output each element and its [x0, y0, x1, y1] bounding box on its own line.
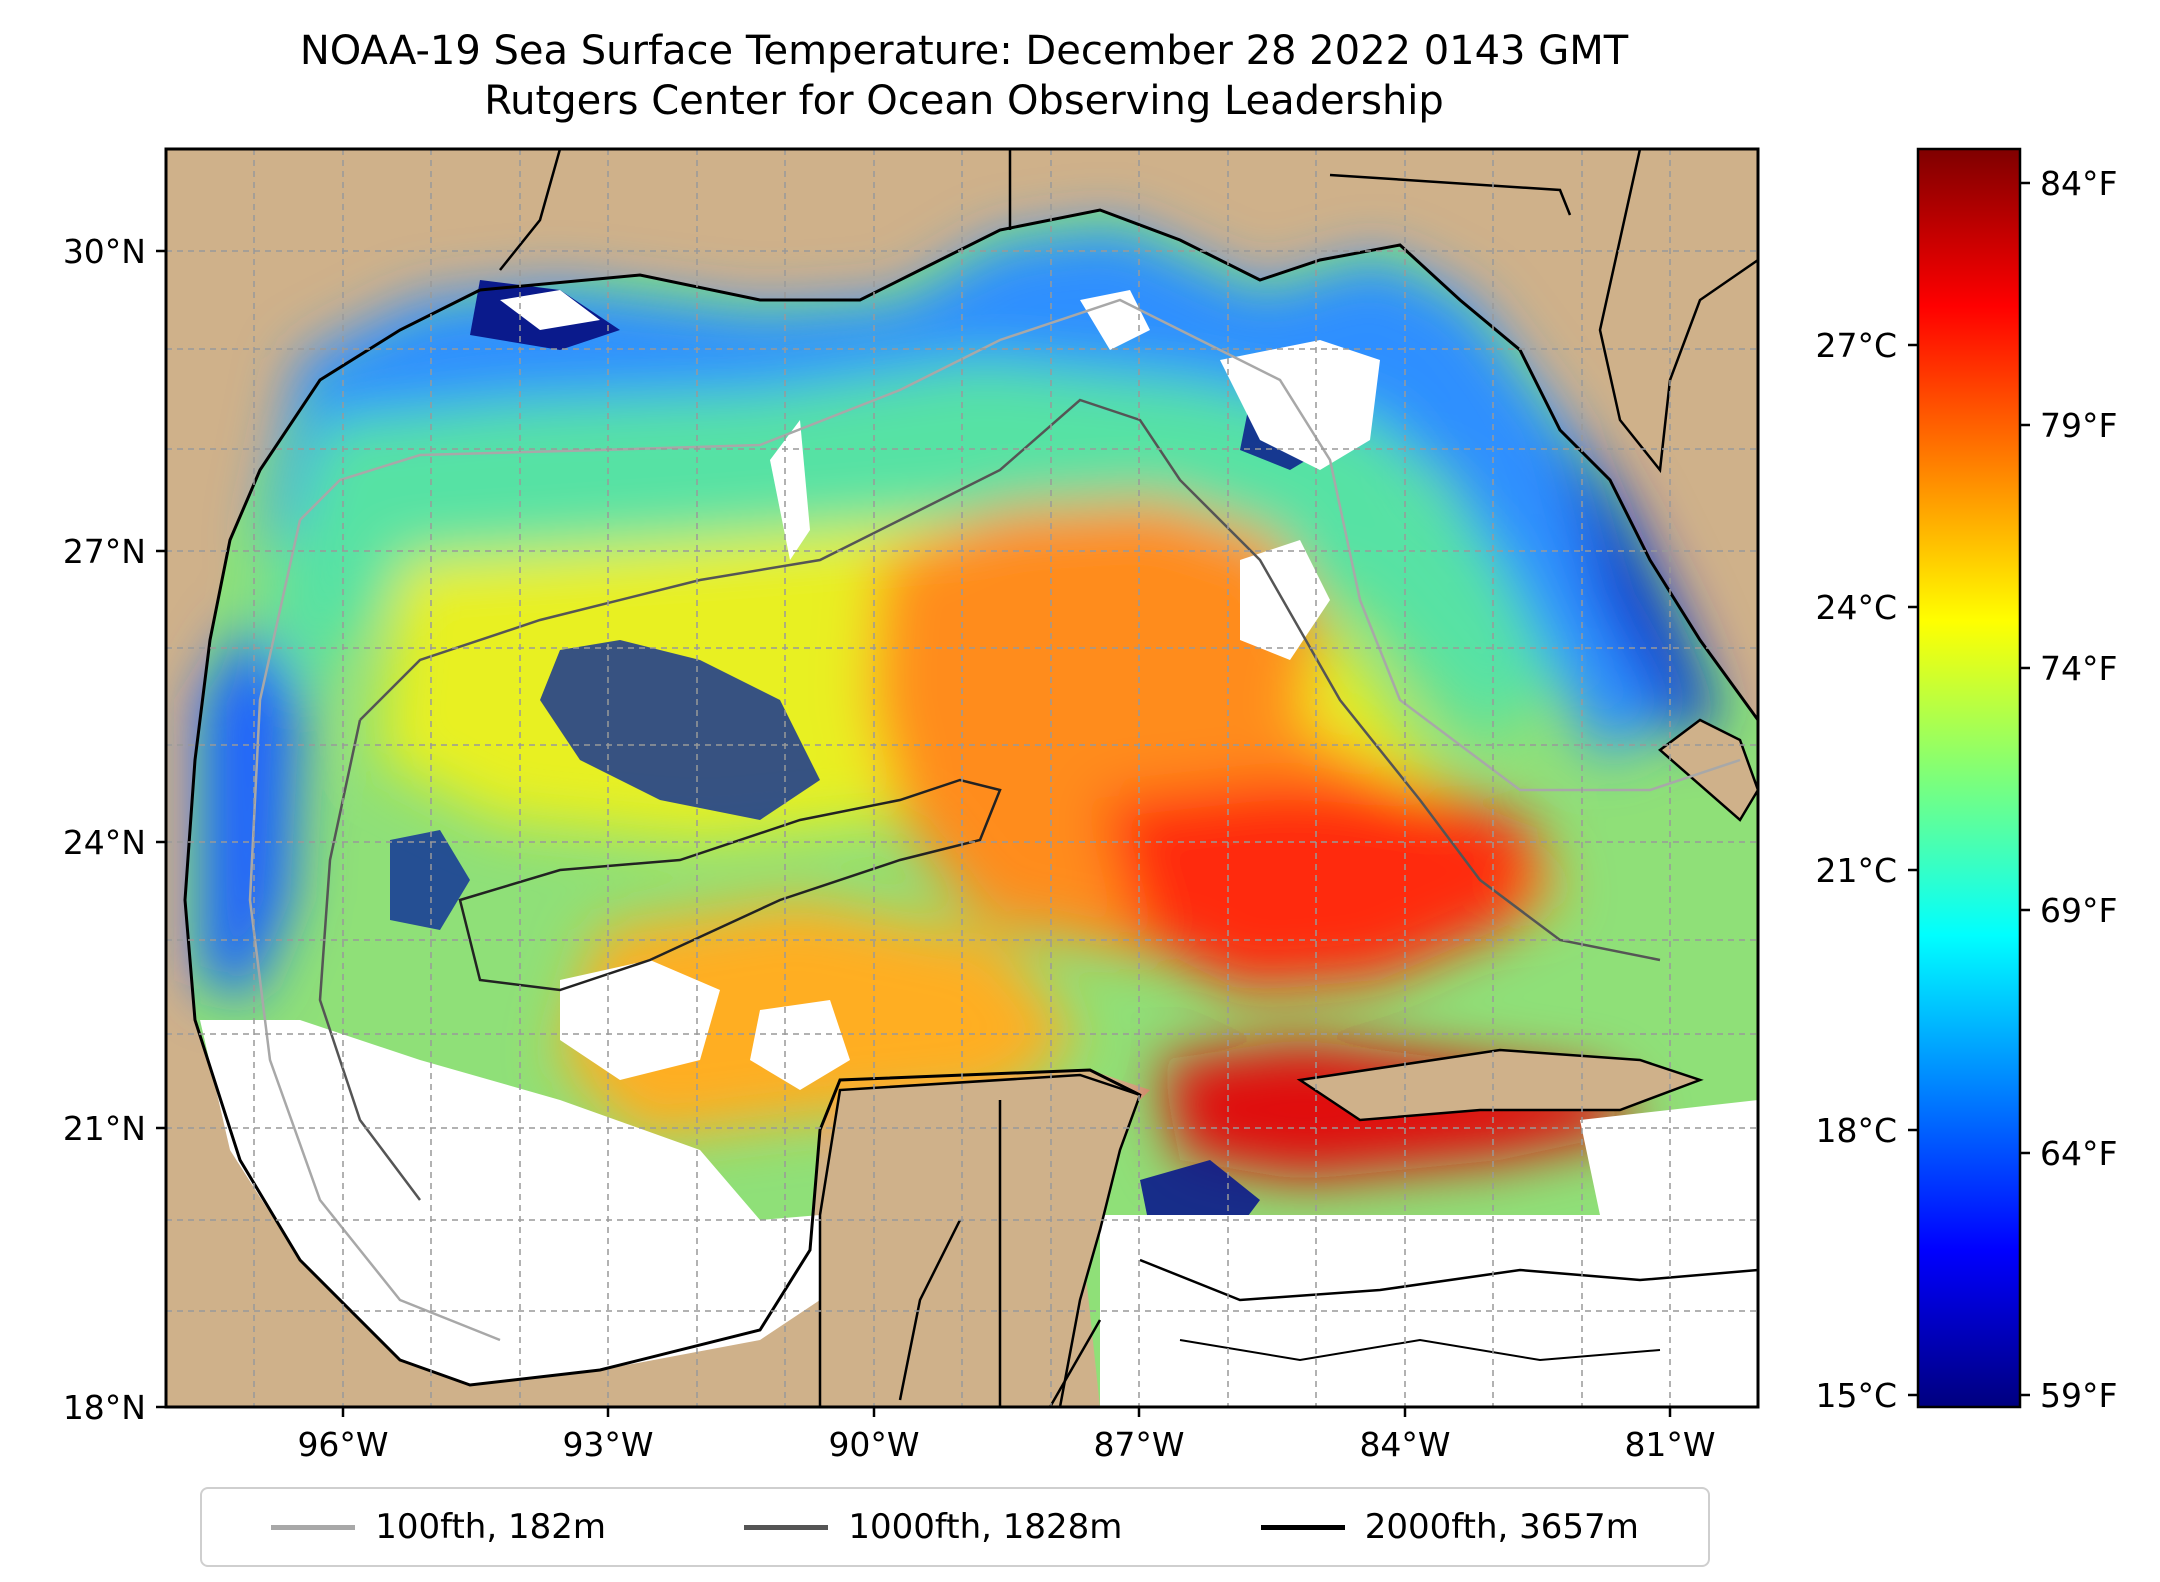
map-subtitle: Rutgers Center for Ocean Observing Leade…	[484, 78, 1444, 124]
sst-red-core	[1100, 780, 1540, 990]
lat-tick-label: 27°N	[63, 532, 146, 571]
coastline	[183, 208, 1758, 1387]
contour-1000fth-west	[318, 719, 421, 1201]
lon-tick-label: 93°W	[562, 1425, 653, 1464]
lat-tick-marks	[156, 249, 166, 1409]
lon-tick-label: 87°W	[1093, 1425, 1184, 1464]
political-borders	[499, 149, 1572, 1407]
celsius-tick-label: 21°C	[1815, 851, 1897, 890]
lon-tick-label: 90°W	[828, 1425, 919, 1464]
legend-label: 100fth, 182m	[375, 1507, 606, 1547]
lon-tick-label: 84°W	[1359, 1425, 1450, 1464]
contour-2000fth-south	[1179, 1338, 1661, 1362]
lon-tick-marks	[341, 1407, 1672, 1417]
contour-2000fth	[458, 778, 1002, 992]
lat-tick-label: 30°N	[63, 232, 146, 271]
fahrenheit-tick-label: 74°F	[2040, 649, 2117, 688]
legend-label: 2000fth, 3657m	[1364, 1507, 1639, 1547]
map-title: NOAA-19 Sea Surface Temperature: Decembe…	[299, 28, 1629, 74]
legend-entry-100fth: 100fth, 182m	[271, 1507, 606, 1547]
colorbar	[1916, 147, 2022, 1409]
lat-tick-label: 18°N	[63, 1388, 146, 1427]
celsius-tick-label: 24°C	[1815, 588, 1897, 627]
fahrenheit-tick-label: 69°F	[2040, 891, 2117, 930]
sst-cold-patch-central	[540, 640, 820, 820]
sst-teal-shelf	[270, 360, 1560, 740]
legend-line-swatch	[271, 1524, 356, 1530]
bathymetry-contours	[248, 298, 1758, 1362]
lon-tick-label: 81°W	[1624, 1425, 1715, 1464]
fahrenheit-tick-label: 59°F	[2040, 1376, 2117, 1415]
cloud-cover	[200, 290, 1758, 1407]
legend-label: 1000fth, 1828m	[848, 1507, 1123, 1547]
contour-100fth	[299, 298, 1741, 792]
contour-2000fth-east	[1139, 1258, 1758, 1302]
fahrenheit-tick-label: 79°F	[2040, 406, 2117, 445]
lon-tick-label: 96°W	[297, 1425, 388, 1464]
celsius-tick-label: 27°C	[1815, 326, 1897, 365]
legend-entry-2000fth: 2000fth, 3657m	[1260, 1507, 1639, 1547]
gridlines	[166, 149, 1758, 1407]
fahrenheit-tick-label: 64°F	[2040, 1134, 2117, 1173]
celsius-tick-label: 18°C	[1815, 1111, 1897, 1150]
legend-entry-1000fth: 1000fth, 1828m	[744, 1507, 1122, 1547]
lat-tick-label: 21°N	[63, 1109, 146, 1148]
fahrenheit-tick-label: 84°F	[2040, 164, 2117, 203]
plot-frame	[164, 147, 1760, 1409]
legend-line-swatch	[744, 1524, 829, 1530]
celsius-tick-label: 15°C	[1815, 1376, 1897, 1415]
lat-tick-label: 24°N	[63, 823, 146, 862]
contour-1000fth	[359, 398, 1661, 962]
contour-legend: 100fth, 182m 1000fth, 1828m 2000fth, 365…	[200, 1487, 1710, 1567]
land-masses	[818, 149, 1758, 1407]
sst-cold-east-coast	[1560, 420, 1720, 740]
sst-cold-patch-west	[390, 830, 470, 930]
fahrenheit-tick-marks	[2020, 181, 2030, 1397]
legend-line-swatch	[1260, 1524, 1345, 1530]
sst-cold-west-coast	[200, 620, 300, 1000]
celsius-tick-marks	[1908, 343, 1918, 1397]
contour-100fth-west	[248, 519, 501, 1342]
